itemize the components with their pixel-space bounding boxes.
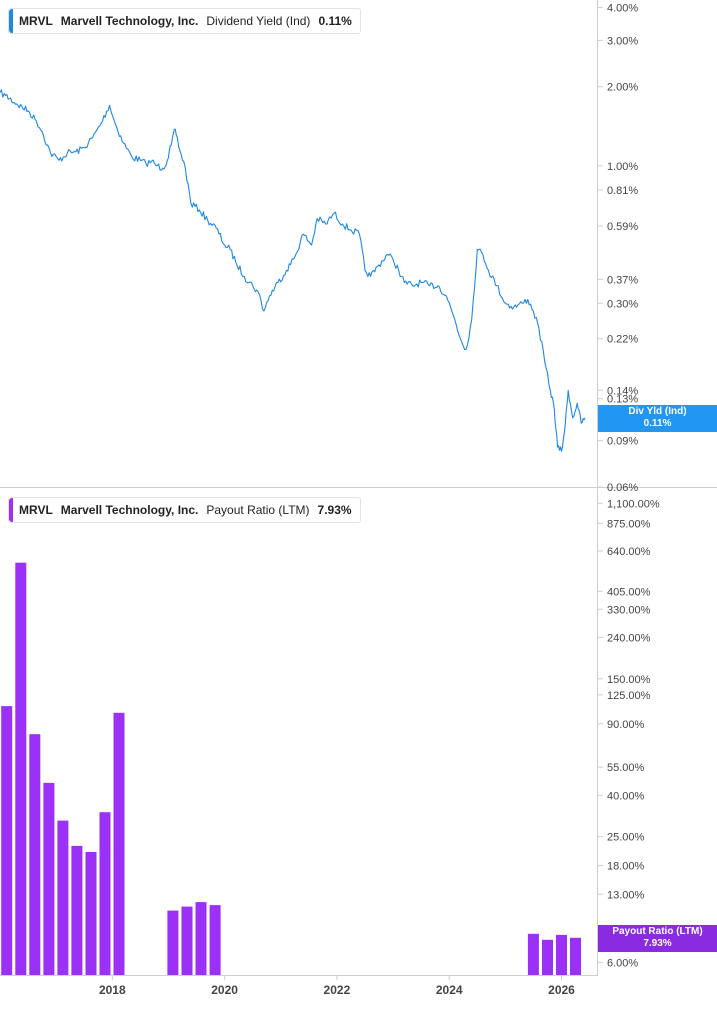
- bottom-y-tick-label: 13.00%: [607, 889, 645, 901]
- payout-ratio-bar: [15, 562, 27, 975]
- payout-ratio-badge: Payout Ratio (LTM) 7.93%: [598, 925, 717, 952]
- bottom-legend: MRVL Marvell Technology, Inc. Payout Rat…: [8, 497, 361, 523]
- bottom-y-tick-label: 25.00%: [607, 832, 645, 844]
- top-y-tick-label: 0.59%: [607, 221, 638, 233]
- bottom-y-tick-label: 240.00%: [607, 632, 651, 644]
- bottom-y-tick-label: 150.00%: [607, 674, 651, 686]
- top-y-tick-label: 0.14%: [607, 385, 638, 397]
- top-y-tick-label: 0.09%: [607, 436, 638, 448]
- bottom-y-tick-label: 875.00%: [607, 518, 651, 530]
- payout-ratio-bar: [71, 845, 83, 975]
- bottom-y-axis-ticks: 1,100.00% 875.00% 640.00% 405.00% 330.00% 240…: [598, 498, 660, 969]
- top-y-tick-label: 2.00%: [607, 82, 638, 94]
- payout-ratio-badge-value: 7.93%: [643, 938, 672, 949]
- payout-ratio-bar: [209, 905, 221, 975]
- bottom-y-tick-label: 640.00%: [607, 546, 651, 558]
- x-tick-label: 2026: [548, 983, 575, 997]
- top-y-axis-ticks: 4.00% 3.00% 2.00% 1.00% 0.81% 0.59% 0.37% 0.30%…: [598, 3, 638, 494]
- div-yld-badge: Div Yld (Ind) 0.11%: [598, 405, 717, 432]
- top-y-tick-label: 1.00%: [607, 161, 638, 173]
- payout-ratio-bar: [556, 934, 567, 975]
- payout-ratio-bar: [1, 706, 13, 975]
- top-legend-company: Marvell Technology, Inc.: [60, 14, 199, 28]
- bottom-legend-color-bar: [9, 498, 13, 522]
- payout-ratio-bar: [99, 812, 111, 975]
- bottom-legend-company: Marvell Technology, Inc.: [60, 503, 199, 517]
- top-legend-ticker: MRVL: [19, 14, 53, 28]
- top-y-tick-label: 3.00%: [607, 35, 638, 47]
- top-y-tick-label: 4.00%: [607, 3, 638, 15]
- bottom-y-tick-label: 6.00%: [607, 957, 638, 969]
- payout-ratio-bar: [57, 820, 69, 975]
- bottom-y-tick-label: 330.00%: [607, 604, 651, 616]
- top-y-tick-label: 0.06%: [607, 482, 638, 494]
- payout-ratio-bar: [85, 852, 97, 975]
- bottom-y-tick-label: 55.00%: [607, 762, 645, 774]
- bottom-y-tick-label: 40.00%: [607, 790, 645, 802]
- bottom-y-tick-label: 18.00%: [607, 861, 645, 873]
- x-tick-label: 2018: [99, 983, 126, 997]
- payout-ratio-bar: [542, 939, 553, 975]
- x-tick-label: 2020: [211, 983, 238, 997]
- bottom-y-tick-label: 405.00%: [607, 586, 651, 598]
- payout-ratio-bar: [113, 712, 125, 975]
- bottom-legend-metric: Payout Ratio (LTM): [206, 503, 310, 517]
- payout-ratio-bar: [167, 910, 179, 975]
- x-tick-label: 2022: [324, 983, 351, 997]
- payout-ratio-bar: [570, 937, 581, 975]
- payout-ratio-bar: [181, 906, 193, 975]
- div-yld-badge-label: Div Yld (Ind): [628, 406, 687, 417]
- top-legend-metric: Dividend Yield (Ind): [206, 14, 311, 28]
- top-y-tick-label: 0.30%: [607, 298, 638, 310]
- x-axis-ticks: 2018 2020 2022 2024 2026: [99, 975, 575, 997]
- bottom-legend-value: 7.93%: [317, 503, 352, 517]
- div-yld-badge-value: 0.11%: [643, 418, 672, 429]
- bottom-y-tick-label: 1,100.00%: [607, 498, 660, 510]
- payout-ratio-bars: [1, 562, 581, 975]
- top-legend-color-bar: [9, 9, 13, 33]
- dividend-yield-line: [0, 89, 586, 452]
- top-y-tick-label: 0.22%: [607, 334, 638, 346]
- payout-ratio-bar: [527, 933, 539, 975]
- bottom-y-tick-label: 125.00%: [607, 690, 651, 702]
- x-tick-label: 2024: [436, 983, 463, 997]
- top-legend-value: 0.11%: [318, 14, 352, 28]
- top-y-tick-label: 0.13%: [607, 394, 638, 406]
- top-legend: MRVL Marvell Technology, Inc. Dividend Y…: [8, 8, 361, 34]
- payout-ratio-bar: [29, 734, 41, 975]
- bottom-y-tick-label: 90.00%: [607, 719, 645, 731]
- payout-ratio-bar: [43, 782, 55, 975]
- top-y-tick-label: 0.37%: [607, 274, 638, 286]
- bottom-legend-ticker: MRVL: [19, 503, 53, 517]
- payout-ratio-bar: [195, 902, 207, 975]
- payout-ratio-badge-label: Payout Ratio (LTM): [612, 926, 703, 937]
- top-y-tick-label: 0.81%: [607, 185, 638, 197]
